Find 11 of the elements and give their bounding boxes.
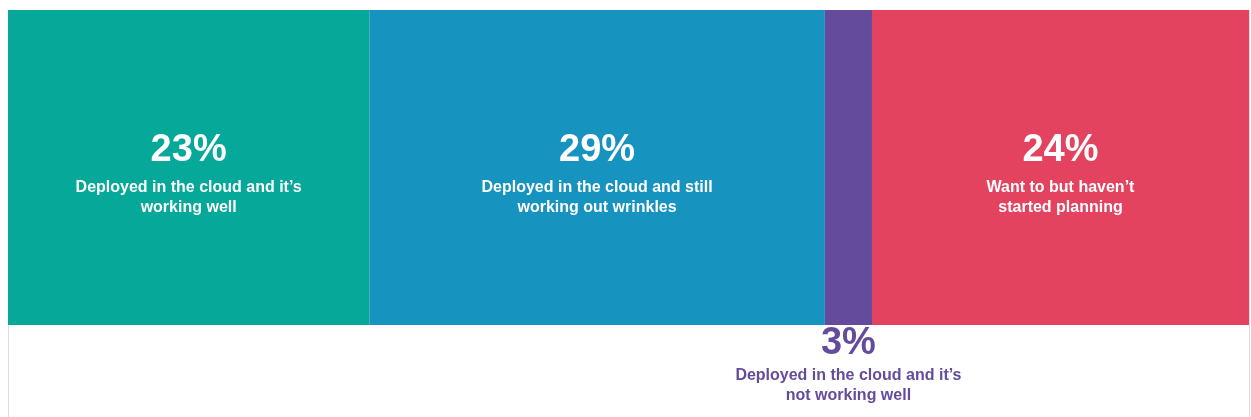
data-label: 24% [1022,127,1099,169]
series-label: Deployed in the cloud and still working out wrinkles [481,178,713,215]
bar [8,10,370,325]
series-label: Want to but haven’t started planning [986,178,1136,215]
series-label: Deployed in the cloud and it’s working well [75,178,302,215]
bar [871,10,1249,325]
bar [824,10,872,325]
data-label: 3% [820,320,876,362]
text: Deployed in the cloud and it’s not working well [735,366,962,403]
data-label: 29% [559,127,636,169]
data-label: 23% [150,127,227,169]
